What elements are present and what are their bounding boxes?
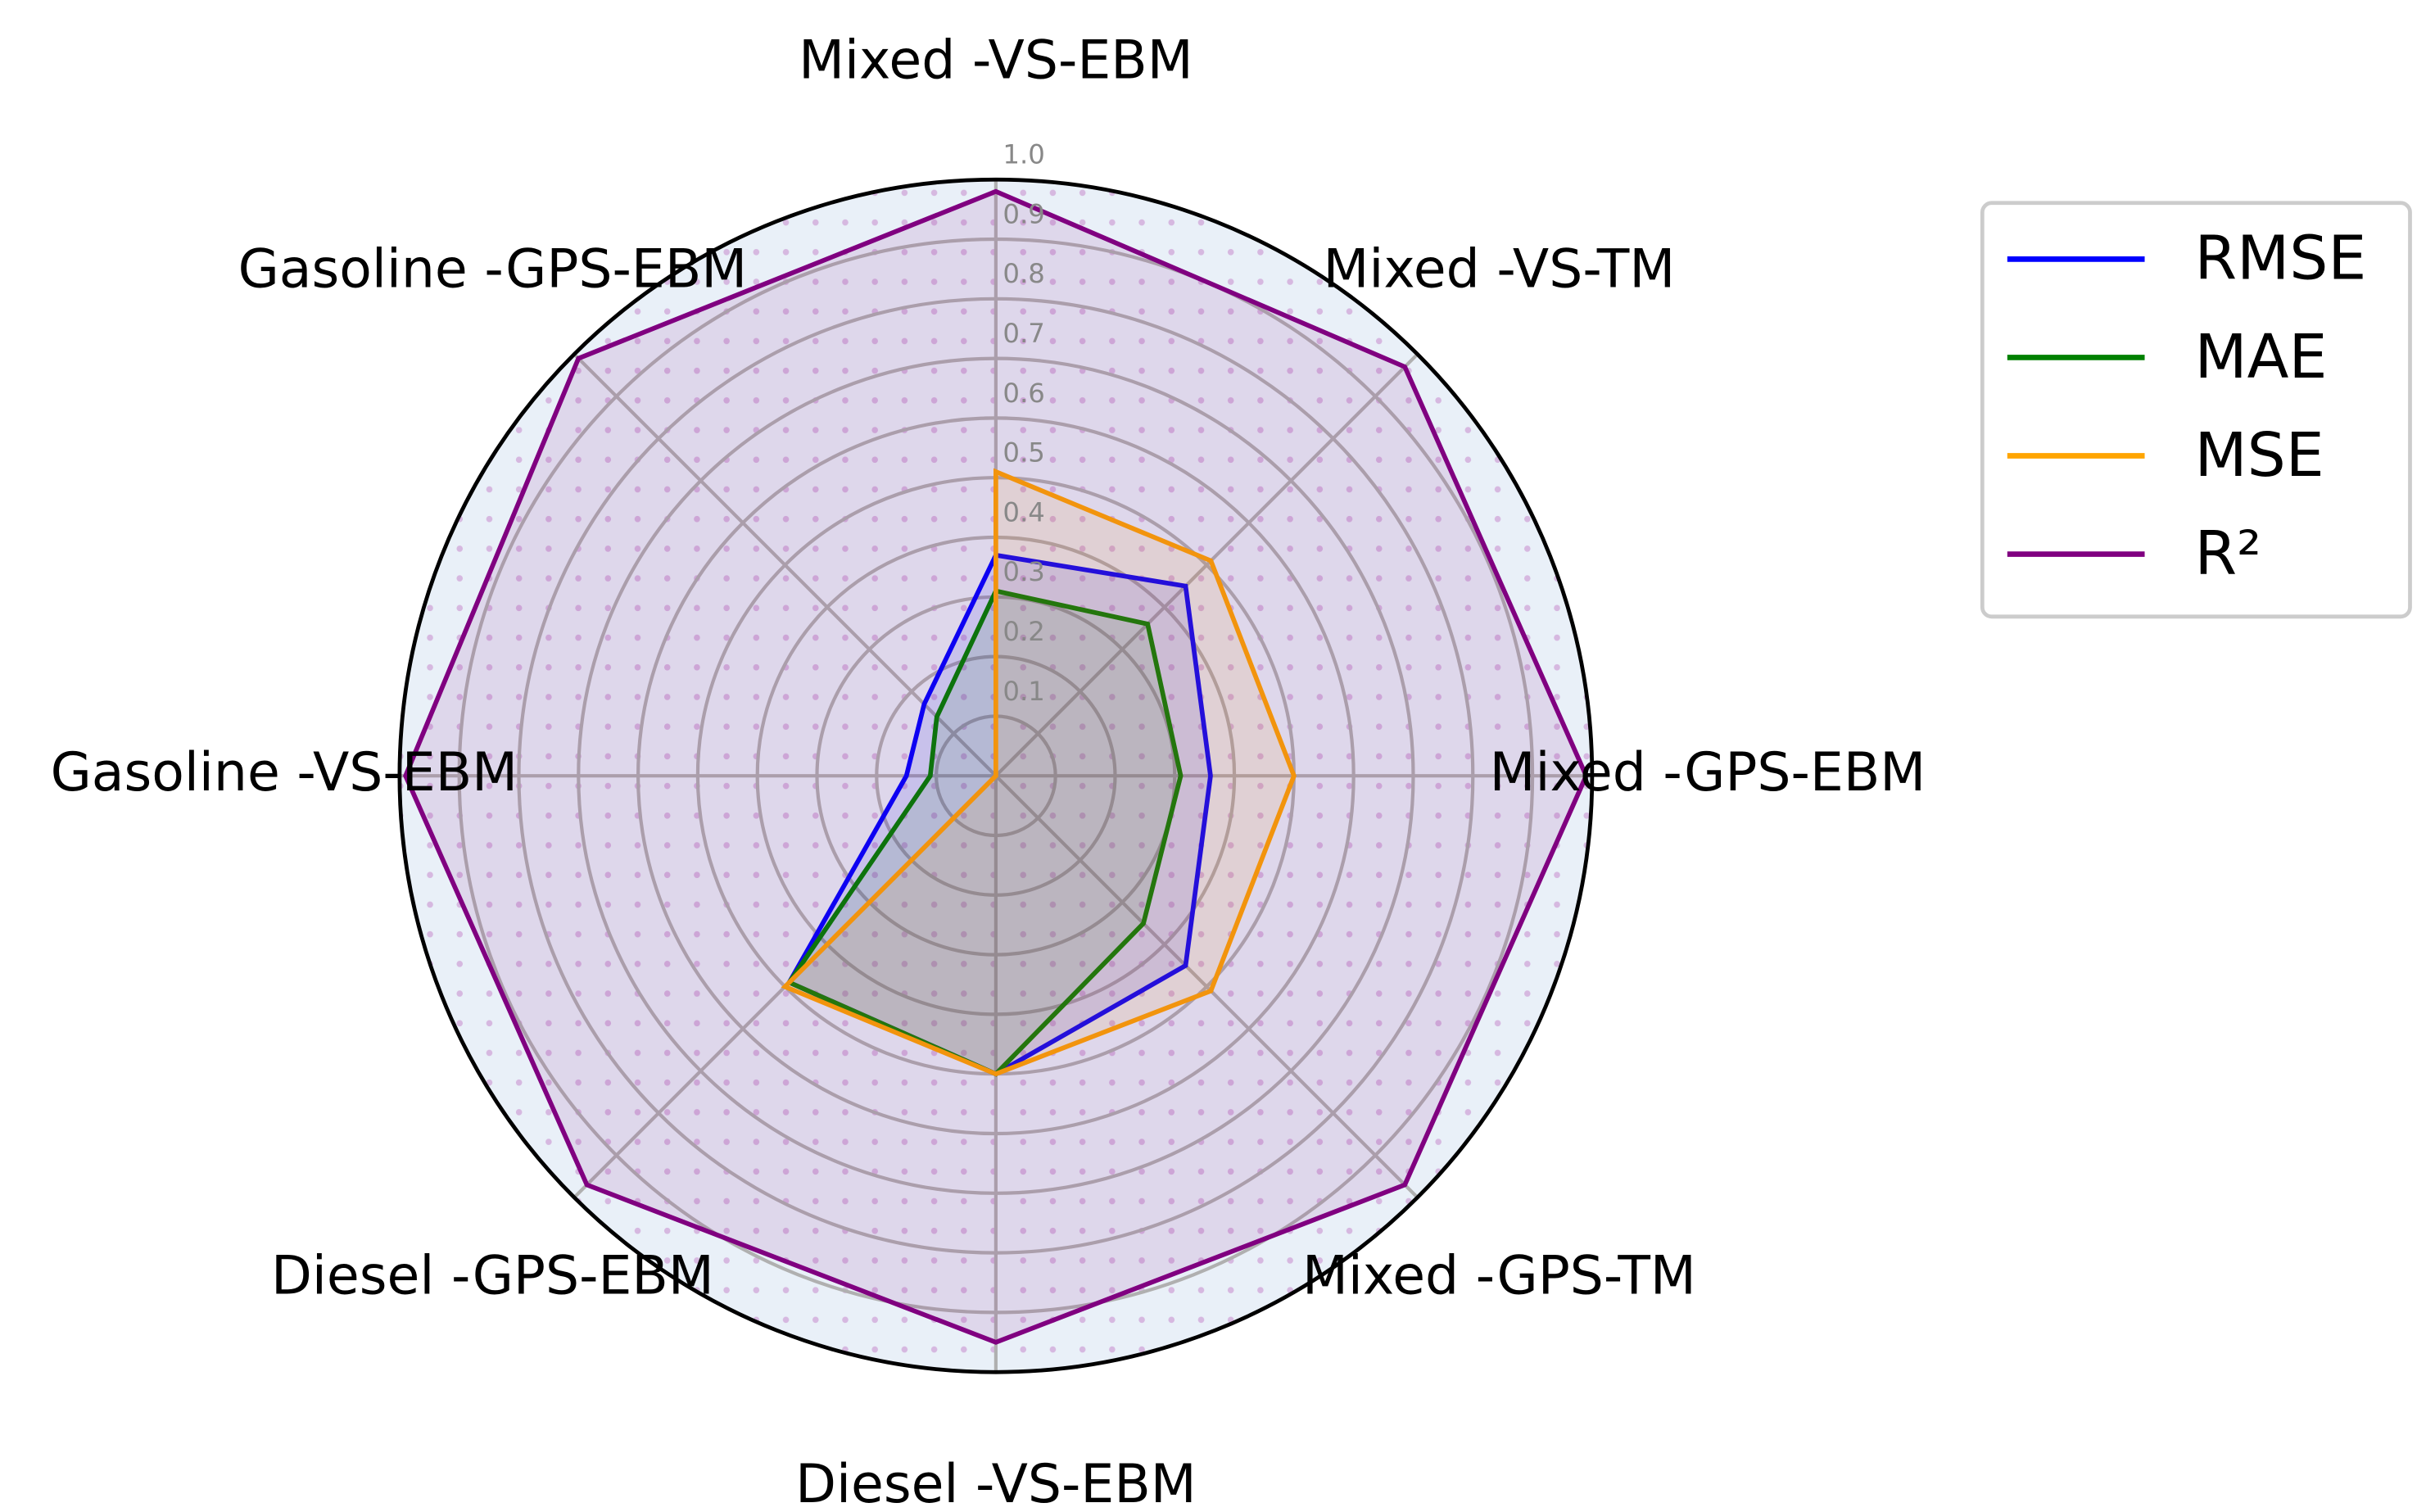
r-tick-label: 0.1 <box>1003 676 1045 707</box>
series-area <box>785 471 1294 1075</box>
r-tick-label: 0.5 <box>1003 437 1045 469</box>
series-area <box>789 555 1211 1075</box>
legend-label: MAE <box>2195 321 2328 392</box>
category-label: Mixed -GPS-EBM <box>1490 742 1926 804</box>
legend-label: R² <box>2195 518 2261 589</box>
legend-label: RMSE <box>2195 223 2367 294</box>
outer-frame <box>397 177 1595 1374</box>
category-label: Mixed -VS-EBM <box>799 30 1193 92</box>
r-tick-label: 0.8 <box>1003 258 1045 289</box>
series-area <box>405 191 1586 1342</box>
r-tick-label: 1.0 <box>1003 139 1045 170</box>
category-label: Mixed -GPS-TM <box>1302 1245 1696 1306</box>
category-label: Gasoline -VS-EBM <box>51 742 518 804</box>
series-line <box>403 188 1589 1345</box>
r-tick-label: 0.4 <box>1003 496 1045 527</box>
category-label: Diesel -GPS-EBM <box>271 1245 714 1306</box>
plot-area: 0.1 0.2 0.3 0.4 0.5 0.6 0.7 0.8 0.9 1.0 Mixed -VS-… <box>51 30 1926 1512</box>
legend: RMSE MAE MSE R² <box>1980 201 2412 619</box>
legend-label: MSE <box>2195 419 2324 491</box>
series-line <box>781 468 1297 1077</box>
r-tick-label: 0.6 <box>1003 378 1045 409</box>
category-label: Diesel -VS-EBM <box>795 1454 1197 1512</box>
series-area <box>789 591 1181 1075</box>
category-label: Mixed -VS-TM <box>1324 238 1676 300</box>
spoke <box>994 774 1419 1199</box>
spoke <box>994 352 1419 777</box>
category-label: Gasoline -GPS-EBM <box>238 238 748 300</box>
r-tick-label: 0.7 <box>1003 318 1045 349</box>
r-tick-label: 0.9 <box>1003 198 1045 229</box>
r-tick-label: 0.2 <box>1003 616 1045 647</box>
r-tick-label: 0.3 <box>1003 556 1045 587</box>
legend-frame <box>1980 201 2412 619</box>
